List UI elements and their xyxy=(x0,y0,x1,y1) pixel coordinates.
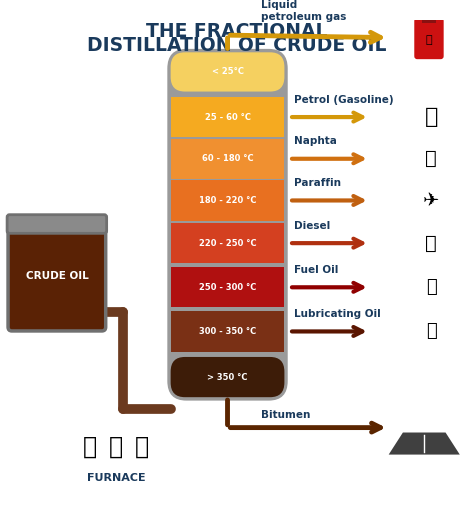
Text: Diesel: Diesel xyxy=(294,221,330,231)
FancyBboxPatch shape xyxy=(414,18,444,59)
FancyBboxPatch shape xyxy=(171,52,284,91)
Text: 🚢: 🚢 xyxy=(426,278,437,296)
Bar xyxy=(422,18,436,23)
Text: Naphta: Naphta xyxy=(294,136,337,147)
Bar xyxy=(171,180,284,221)
Text: 🪣: 🪣 xyxy=(426,322,437,340)
Text: 300 - 350 °C: 300 - 350 °C xyxy=(199,327,256,336)
Text: FURNACE: FURNACE xyxy=(87,473,146,483)
Text: THE FRACTIONAL: THE FRACTIONAL xyxy=(146,22,328,41)
Bar xyxy=(171,223,284,263)
Text: 🔥: 🔥 xyxy=(426,149,437,168)
Text: CRUDE OIL: CRUDE OIL xyxy=(26,270,88,281)
Text: Bitumen: Bitumen xyxy=(261,410,310,420)
Text: 🚛: 🚛 xyxy=(426,234,437,252)
Polygon shape xyxy=(389,432,460,455)
Text: 60 - 180 °C: 60 - 180 °C xyxy=(202,154,253,163)
Text: 220 - 250 °C: 220 - 250 °C xyxy=(199,239,256,248)
Text: < 25°C: < 25°C xyxy=(211,67,244,77)
Text: 🔥: 🔥 xyxy=(83,435,97,459)
Text: 25 - 60 °C: 25 - 60 °C xyxy=(204,112,251,122)
Text: 🔥: 🔥 xyxy=(426,35,432,45)
Text: 🔥: 🔥 xyxy=(135,435,149,459)
Text: DISTILLATION OF CRUDE OIL: DISTILLATION OF CRUDE OIL xyxy=(87,36,387,55)
Bar xyxy=(171,311,284,352)
Bar xyxy=(171,267,284,308)
Bar xyxy=(171,97,284,137)
Text: Paraffin: Paraffin xyxy=(294,178,341,188)
Text: 🚗: 🚗 xyxy=(425,107,438,127)
Text: > 350 °C: > 350 °C xyxy=(207,373,248,382)
FancyBboxPatch shape xyxy=(167,49,288,401)
Text: Lubricating Oil: Lubricating Oil xyxy=(294,309,381,319)
Bar xyxy=(171,138,284,179)
Text: 🔥: 🔥 xyxy=(109,435,123,459)
Text: Fuel Oil: Fuel Oil xyxy=(294,265,338,275)
Text: Liquid
petroleum gas: Liquid petroleum gas xyxy=(261,1,346,22)
FancyBboxPatch shape xyxy=(171,357,284,397)
Text: 180 - 220 °C: 180 - 220 °C xyxy=(199,196,256,205)
Text: Petrol (Gasoline): Petrol (Gasoline) xyxy=(294,95,393,105)
FancyBboxPatch shape xyxy=(8,220,106,331)
Text: 250 - 300 °C: 250 - 300 °C xyxy=(199,283,256,292)
FancyBboxPatch shape xyxy=(7,215,107,234)
Text: ✈️: ✈️ xyxy=(423,191,439,210)
